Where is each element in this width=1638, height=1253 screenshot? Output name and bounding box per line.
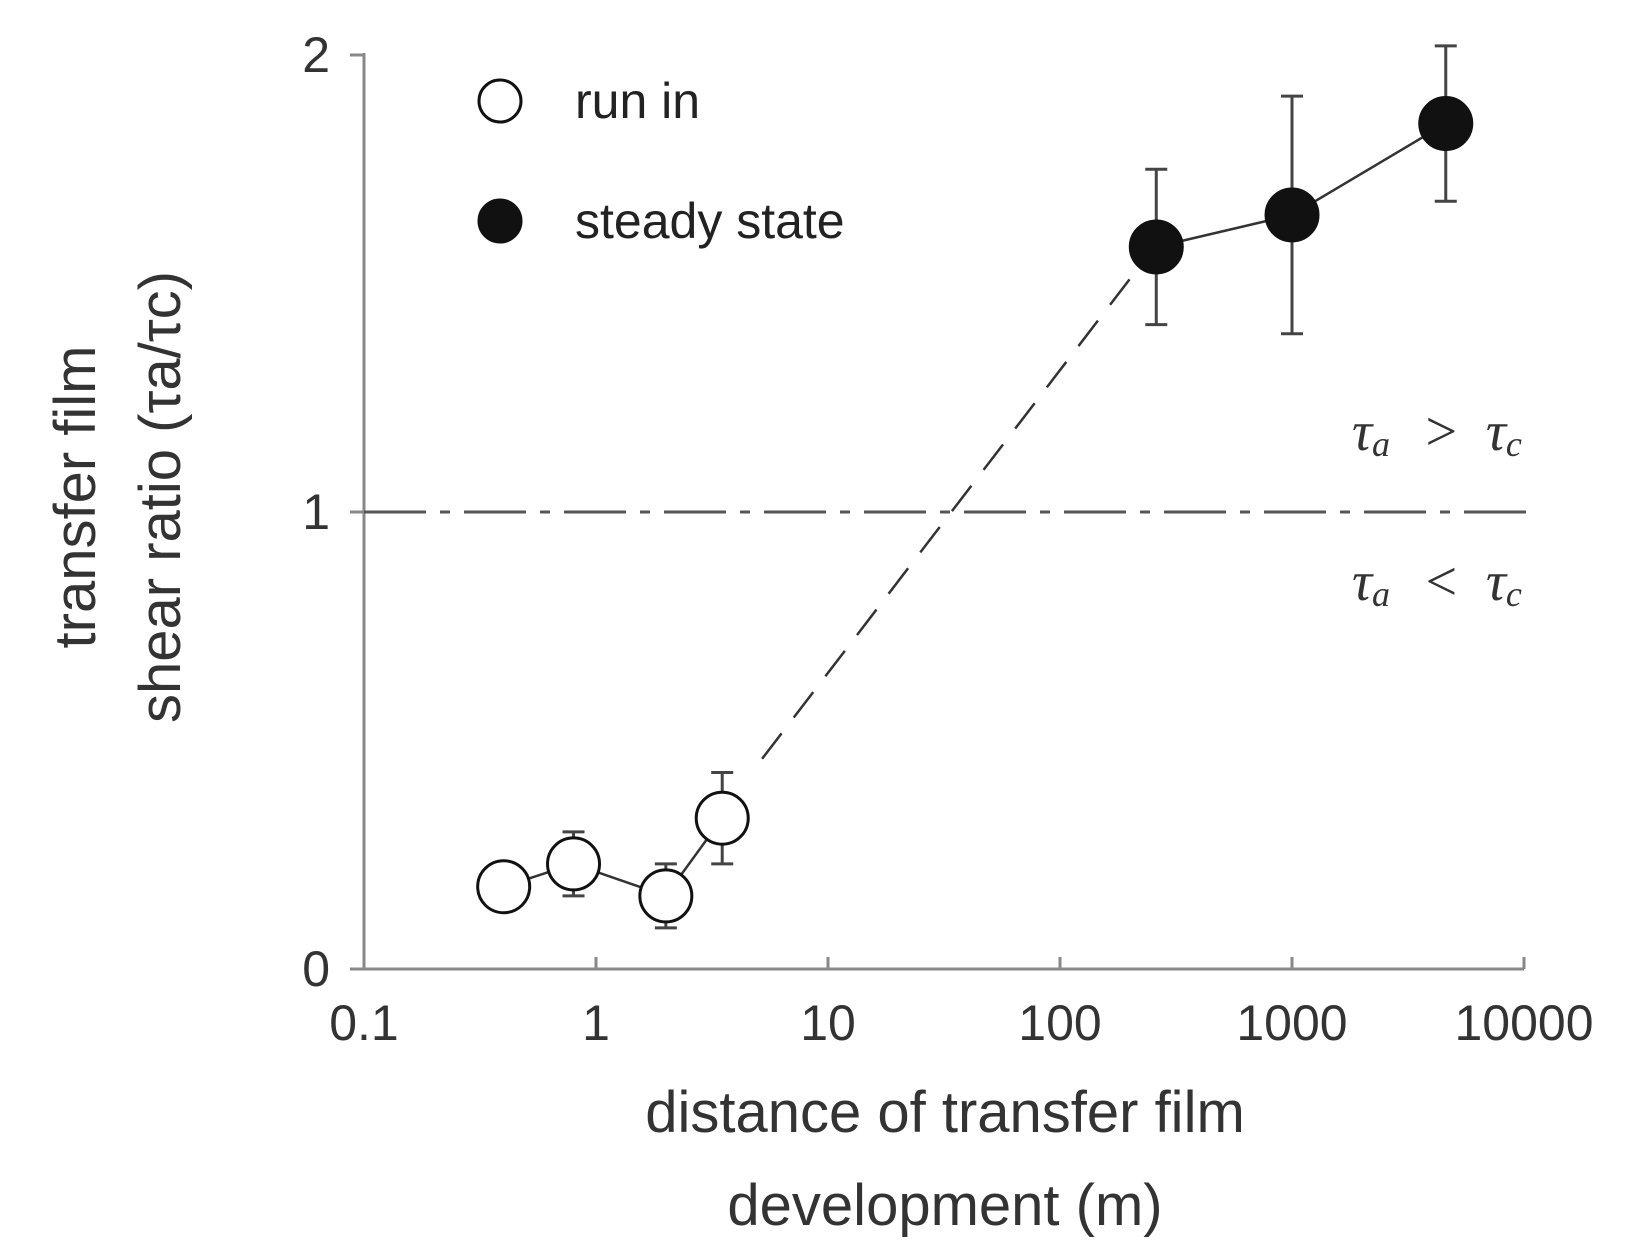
y-tick-label: 2 [302,27,330,83]
legend-marker [477,198,523,244]
y-tick-label: 0 [302,941,330,997]
x-tick-label: 100 [1018,995,1101,1051]
open-circle-point [694,790,750,846]
filled-circle-point [1128,219,1184,275]
open-circle-point [638,868,694,924]
x-tick-label: 10000 [1454,995,1593,1051]
y-axis-title: transfer film shear ratio (τa/τc) [43,271,193,723]
y-axis-title-line: transfer film [43,346,108,649]
x-axis-title: distance of transfer film development (m) [645,1080,1245,1238]
region-annotation: τa > τc [1352,401,1522,464]
series-steady-state [1128,44,1474,336]
filled-circle-point [1264,187,1320,243]
x-tick-label: 0.1 [329,995,399,1051]
open-circle-point [546,836,602,892]
open-circle-point [476,859,532,915]
legend-marker [477,78,523,124]
y-axis-title-line: shear ratio (τa/τc) [128,271,193,723]
y-tick-label: 1 [302,484,330,540]
trend-line [761,259,1145,760]
x-axis-title-line: distance of transfer film [645,1080,1245,1145]
series-line [503,817,724,898]
x-ticks: 0.1 1 10 100 1000 10000 [329,957,1594,1051]
series-layer [476,44,1474,930]
legend-label: run in [575,73,700,129]
region-annotation: τa < τc [1352,551,1522,614]
x-tick-label: 1 [582,995,610,1051]
x-axis-title-line: development (m) [727,1173,1162,1238]
legend: run in steady state [477,73,845,249]
series-run-in [476,770,750,930]
annotations: τa > τc τa < τc [1352,401,1522,614]
legend-label: steady state [575,193,845,249]
filled-circle-point [1418,96,1474,152]
x-tick-label: 1000 [1236,995,1347,1051]
y-ticks: 0 1 2 [302,27,364,997]
x-tick-label: 10 [800,995,856,1051]
